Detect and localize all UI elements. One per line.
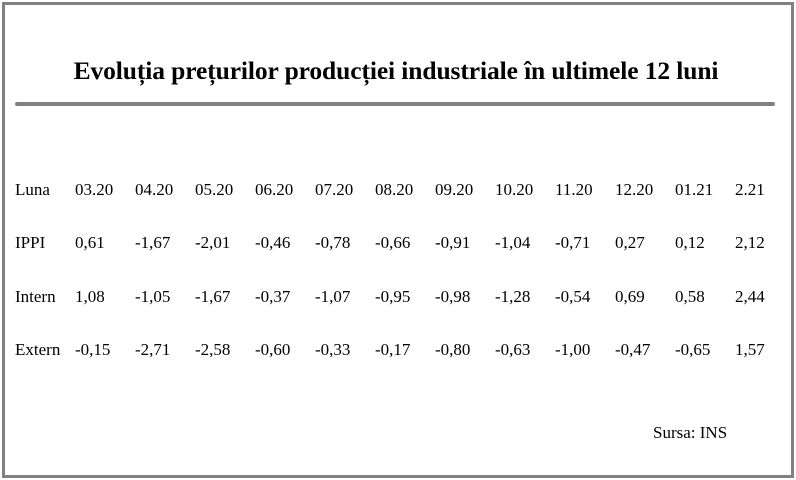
table-cell: 1,57 <box>735 340 765 359</box>
table-row-extern: Extern -0,15 -2,71 -2,58 -0,60 -0,33 -0,… <box>0 340 796 360</box>
table-cell: -1,07 <box>315 287 351 306</box>
table-cell: 07.20 <box>315 180 354 199</box>
table-cell: 08.20 <box>375 180 414 199</box>
table-cell: -0,98 <box>435 287 471 306</box>
table-row-intern: Intern 1,08 -1,05 -1,67 -0,37 -1,07 -0,9… <box>0 287 796 307</box>
table-cell: -2,58 <box>195 340 231 359</box>
table-cell: -1,00 <box>555 340 591 359</box>
table-cell: 01.21 <box>675 180 714 199</box>
table-cell: 10.20 <box>495 180 534 199</box>
table-cell: -0,65 <box>675 340 711 359</box>
row-label: Extern <box>15 340 61 359</box>
table-cell: 04.20 <box>135 180 174 199</box>
table-cell: 0,61 <box>75 233 105 252</box>
table-row-ippi: IPPI 0,61 -1,67 -2,01 -0,46 -0,78 -0,66 … <box>0 233 796 253</box>
title-divider <box>15 102 775 106</box>
row-label: IPPI <box>15 233 46 252</box>
table-cell: -1,04 <box>495 233 531 252</box>
table-cell: -0,17 <box>375 340 411 359</box>
table-cell: 06.20 <box>255 180 294 199</box>
table-cell: 2,44 <box>735 287 765 306</box>
table-cell: -2,01 <box>195 233 231 252</box>
table-cell: -0,46 <box>255 233 291 252</box>
table-cell: -1,28 <box>495 287 531 306</box>
table-cell: -0,66 <box>375 233 411 252</box>
table-cell: -2,71 <box>135 340 171 359</box>
page-title: Evoluția prețurilor producției industria… <box>73 56 719 85</box>
table-cell: -0,78 <box>315 233 351 252</box>
table-cell: -0,60 <box>255 340 291 359</box>
table-cell: 11.20 <box>555 180 593 199</box>
table-cell: 2.21 <box>735 180 765 199</box>
table-cell: -1,05 <box>135 287 171 306</box>
row-label: Luna <box>15 180 50 199</box>
table-cell: 0,69 <box>615 287 645 306</box>
table-cell: 0,58 <box>675 287 705 306</box>
table-cell: 2,12 <box>735 233 765 252</box>
table-cell: -0,47 <box>615 340 651 359</box>
table-cell: 0,12 <box>675 233 705 252</box>
table-cell: -0,33 <box>315 340 351 359</box>
table-cell: -0,63 <box>495 340 531 359</box>
table-cell: 12.20 <box>615 180 654 199</box>
table-cell: 09.20 <box>435 180 474 199</box>
source-note: Sursa: INS <box>653 423 728 442</box>
table-cell: -0,54 <box>555 287 591 306</box>
table-cell: -0,37 <box>255 287 291 306</box>
table-cell: 03.20 <box>75 180 114 199</box>
table-cell: 0,27 <box>615 233 645 252</box>
table-cell: -0,95 <box>375 287 411 306</box>
table-row-luna: Luna 03.20 04.20 05.20 06.20 07.20 08.20… <box>0 180 796 200</box>
table-cell: -1,67 <box>135 233 171 252</box>
table-cell: 05.20 <box>195 180 234 199</box>
table-cell: -0,71 <box>555 233 591 252</box>
table-cell: -1,67 <box>195 287 231 306</box>
table-cell: -0,15 <box>75 340 111 359</box>
table-cell: -0,80 <box>435 340 471 359</box>
row-label: Intern <box>15 287 56 306</box>
table-cell: 1,08 <box>75 287 105 306</box>
table-cell: -0,91 <box>435 233 471 252</box>
